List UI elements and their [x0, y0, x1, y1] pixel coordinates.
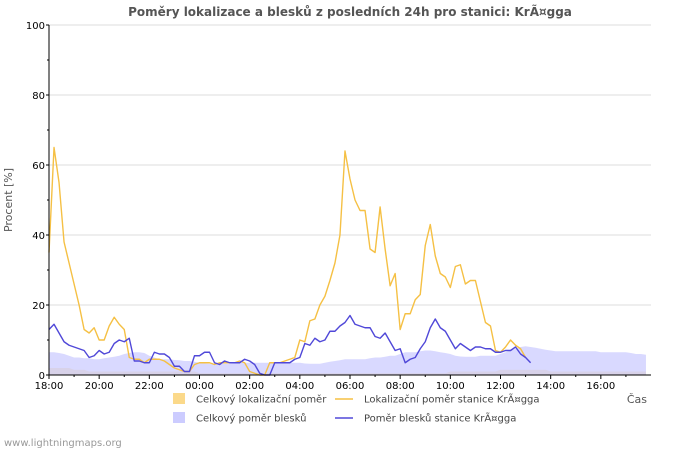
legend: Celkový lokalizační poměr Lokalizační pom…	[173, 393, 540, 425]
legend-swatch-celkov-lokaliza-n-pom-r	[173, 393, 185, 404]
x-tick-label: 02:00	[235, 381, 264, 392]
x-tick-label: 22:00	[135, 381, 164, 392]
x-tick-label: 18:00	[35, 381, 64, 392]
x-tick-label: 20:00	[85, 381, 114, 392]
area-celkov-pom-r-blesk-	[49, 346, 646, 375]
line-pom-r-blesk-stanice-kr-gga	[48, 314, 532, 376]
axes	[48, 25, 651, 376]
x-ticks: 18:00 20:00 22:00 00:00 02:00 04:00 06:00 08:00…	[35, 375, 627, 392]
x-tick-label: 14:00	[536, 381, 565, 392]
grid	[49, 24, 651, 376]
line-series	[48, 146, 532, 376]
legend-label-lokaliza-n-pom-r-stanice-kr-gga: Lokalizační poměr stanice KrÃ¤gga	[364, 393, 540, 406]
y-tick-label: 80	[32, 91, 45, 102]
y-tick-label: 20	[32, 301, 45, 312]
x-tick-label: 10:00	[436, 381, 465, 392]
x-tick-label: 06:00	[336, 381, 365, 392]
x-tick-label: 16:00	[586, 381, 615, 392]
legend-swatch-celkov-pom-r-blesk-	[173, 412, 185, 423]
legend-label-celkov-lokaliza-n-pom-r: Celkový lokalizační poměr	[196, 394, 327, 406]
legend-label-pom-r-blesk-stanice-kr-gga: Poměr blesků stanice KrÃ¤gga	[364, 412, 516, 425]
y-tick-label: 100	[26, 21, 45, 32]
x-tick-label: 04:00	[285, 381, 314, 392]
legend-label-celkov-pom-r-blesk-: Celkový poměr blesků	[196, 413, 306, 425]
area-series	[49, 346, 646, 375]
x-tick-label: 00:00	[185, 381, 214, 392]
watermark: www.lightningmaps.org	[4, 438, 122, 449]
x-tick-label: 12:00	[486, 381, 515, 392]
y-tick-label: 40	[32, 231, 45, 242]
y-ticks: 0 20 40 60 80 100	[26, 21, 49, 382]
chart-title: Poměry lokalizace a blesků z posledních …	[128, 4, 572, 19]
y-tick-label: 0	[39, 371, 45, 382]
x-axis-label: Čas	[627, 393, 647, 406]
y-axis-label: Procent [%]	[2, 168, 15, 232]
x-tick-label: 08:00	[386, 381, 415, 392]
line-lokaliza-n-pom-r-stanice-kr-gga	[48, 146, 527, 376]
y-tick-label: 60	[32, 161, 45, 172]
